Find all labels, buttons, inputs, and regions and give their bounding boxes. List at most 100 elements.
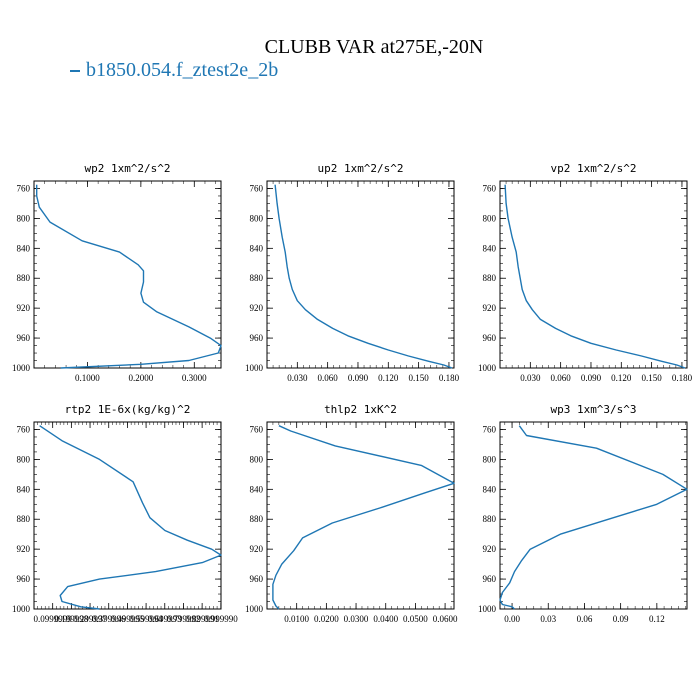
plot-frame [33, 180, 222, 369]
y-tick-label: 800 [17, 213, 31, 223]
y-tick-label: 800 [483, 454, 497, 464]
panel-title: wp3 1xm^3/s^3 [550, 403, 636, 416]
y-tick-label: 840 [483, 243, 497, 253]
series-line [272, 425, 455, 610]
series-line [36, 184, 222, 369]
plot-frame [33, 421, 222, 610]
x-tick-label: 0.0200 [314, 614, 339, 624]
x-tick-label: 0.090 [581, 373, 602, 383]
x-tick-label: 0.06 [577, 614, 593, 624]
chart-panel-4: rtp2 1E-6x(kg/kg)^2 760 800 840 880 920 960 100… [12, 403, 238, 624]
x-tick-label: 0.180 [672, 373, 693, 383]
y-tick-label: 1000 [478, 363, 497, 373]
chart-panel-5: thlp2 1xK^2 760 800 840 880 920 960 1000 0.0100 0… [245, 403, 458, 624]
series-line [274, 184, 453, 369]
y-tick-label: 960 [17, 574, 31, 584]
chart-panel-1: wp2 1xm^2/s^2 760 800 840 880 920 960 1000 0.100… [12, 162, 222, 383]
x-tick-label: 0.0600 [433, 614, 458, 624]
y-tick-label: 920 [250, 303, 264, 313]
x-tick-label: 0.060 [318, 373, 339, 383]
chart-panel-6: wp3 1xm^3/s^3 760 800 840 880 920 960 1000 0.00 0… [478, 403, 688, 624]
y-tick-label: 840 [17, 243, 31, 253]
y-tick-label: 760 [17, 183, 31, 193]
y-tick-label: 880 [17, 514, 31, 524]
y-tick-label: 880 [483, 514, 497, 524]
x-tick-label: 0.899991 [185, 614, 219, 624]
y-tick-label: 760 [483, 183, 497, 193]
plot-frame [499, 180, 688, 369]
y-tick-label: 760 [483, 424, 497, 434]
y-tick-label: 760 [250, 424, 264, 434]
x-tick-label: 0.00 [504, 614, 520, 624]
panel-title: up2 1xm^2/s^2 [317, 162, 403, 175]
y-tick-label: 840 [250, 243, 264, 253]
y-tick-label: 880 [250, 514, 264, 524]
y-tick-label: 880 [17, 273, 31, 283]
y-tick-label: 920 [17, 544, 31, 554]
y-tick-label: 920 [483, 544, 497, 554]
x-tick-label: 0.090 [348, 373, 369, 383]
y-tick-label: 960 [483, 333, 497, 343]
x-tick-label: 0.799992 [167, 614, 201, 624]
legend: b1850.054.f_ztest2e_2b [70, 59, 278, 82]
panel-title: thlp2 1xK^2 [324, 403, 397, 416]
y-tick-label: 880 [250, 273, 264, 283]
x-tick-label: 0.120 [611, 373, 632, 383]
x-tick-label: 0.599994 [129, 614, 163, 624]
y-tick-label: 840 [17, 484, 31, 494]
x-tick-label: 0.030 [287, 373, 308, 383]
y-tick-label: 920 [250, 544, 264, 554]
x-tick-label: 0.999990 [204, 614, 238, 624]
plot-frame [266, 421, 455, 610]
x-tick-label: 0.499995 [111, 614, 145, 624]
plot-frame [266, 180, 455, 369]
x-tick-label: 0.12 [649, 614, 665, 624]
y-tick-label: 760 [250, 183, 264, 193]
chart-panel-3: vp2 1xm^2/s^2 760 800 840 880 920 960 1000 0.030… [478, 162, 693, 383]
x-tick-label: 0.699993 [148, 614, 182, 624]
x-tick-label: 0.0999999 [34, 614, 73, 624]
y-tick-label: 800 [17, 454, 31, 464]
y-tick-label: 800 [483, 213, 497, 223]
y-tick-label: 800 [250, 454, 264, 464]
x-tick-label: 0.3000 [182, 373, 207, 383]
series-line [499, 425, 688, 610]
x-tick-label: 0.399996 [92, 614, 126, 624]
x-tick-label: 0.120 [378, 373, 399, 383]
panel-title: wp2 1xm^2/s^2 [84, 162, 170, 175]
page-title: CLUBB VAR at275E,-20N [264, 36, 484, 58]
y-tick-label: 960 [250, 574, 264, 584]
series-line [39, 425, 222, 610]
x-tick-label: 0.03 [540, 614, 556, 624]
x-tick-label: 0.0300 [344, 614, 369, 624]
legend-label: b1850.054.f_ztest2e_2b [86, 59, 279, 81]
y-tick-label: 960 [17, 333, 31, 343]
x-tick-label: 0.0400 [373, 614, 398, 624]
x-tick-label: 0.030 [520, 373, 541, 383]
x-tick-label: 0.150 [641, 373, 662, 383]
y-tick-label: 920 [483, 303, 497, 313]
y-tick-label: 1000 [245, 363, 264, 373]
x-tick-label: 0.0500 [403, 614, 428, 624]
plot-frame [499, 421, 688, 610]
x-tick-label: 0.180 [439, 373, 460, 383]
x-tick-label: 0.0100 [284, 614, 309, 624]
y-tick-label: 1000 [245, 604, 264, 614]
y-tick-label: 960 [250, 333, 264, 343]
y-tick-label: 800 [250, 213, 264, 223]
y-tick-label: 760 [17, 424, 31, 434]
y-tick-label: 840 [250, 484, 264, 494]
y-tick-label: 880 [483, 273, 497, 283]
x-tick-label: 0.060 [551, 373, 572, 383]
y-tick-label: 960 [483, 574, 497, 584]
x-tick-label: 0.1000 [75, 373, 100, 383]
y-tick-label: 840 [483, 484, 497, 494]
x-tick-label: 0.299997 [73, 614, 107, 624]
y-tick-label: 1000 [12, 363, 31, 373]
y-tick-label: 1000 [12, 604, 31, 614]
panel-title: rtp2 1E-6x(kg/kg)^2 [65, 403, 191, 416]
y-tick-label: 920 [17, 303, 31, 313]
chart-panel-2: up2 1xm^2/s^2 760 800 840 880 920 960 1000 0.030… [245, 162, 460, 383]
x-tick-label: 0.199998 [54, 614, 88, 624]
